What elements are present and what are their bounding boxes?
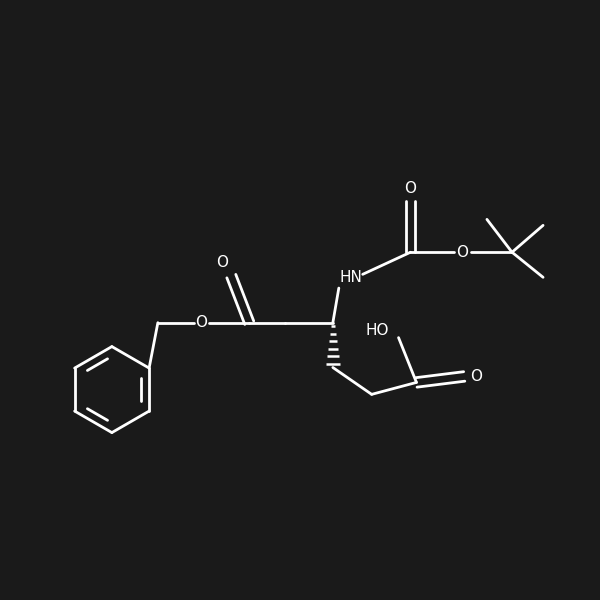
Text: HO: HO <box>366 323 389 338</box>
Text: HN: HN <box>340 270 362 285</box>
Text: O: O <box>470 369 482 384</box>
Text: O: O <box>217 256 229 271</box>
Text: O: O <box>457 245 469 260</box>
Text: O: O <box>196 315 208 330</box>
Text: O: O <box>404 181 416 196</box>
